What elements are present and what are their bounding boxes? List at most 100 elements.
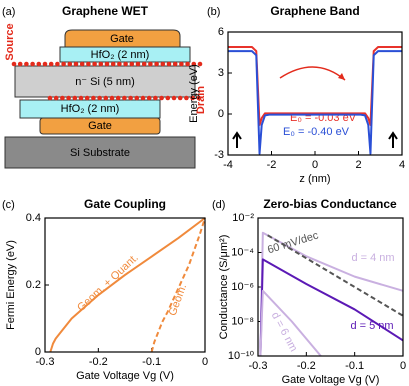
series-label: Geom. <box>167 282 190 317</box>
atom <box>117 61 122 67</box>
bottom-gate-label: Gate <box>88 120 112 132</box>
drain-label: Drain <box>195 86 207 114</box>
atom <box>135 61 141 67</box>
atom <box>42 61 48 67</box>
x-tick-label: 0 <box>312 159 318 171</box>
atom <box>179 61 184 67</box>
plot-frame <box>44 217 206 353</box>
series-label: d = 4 nm <box>351 252 394 264</box>
atom <box>24 61 29 67</box>
atom <box>129 61 135 67</box>
panel-label: (d) <box>212 199 225 211</box>
atom <box>60 95 65 101</box>
atom <box>104 61 110 67</box>
atom <box>110 61 116 67</box>
atom <box>196 95 202 101</box>
series-line <box>259 289 322 357</box>
y-tick-label: 0.4 <box>26 212 41 224</box>
x-tick-label: -0.3 <box>36 356 55 368</box>
diagram-title: Graphene WET <box>62 4 149 18</box>
atom <box>36 61 42 67</box>
y-tick-label: 10⁻¹⁰ <box>228 350 255 362</box>
top-gate-label: Gate <box>110 33 134 45</box>
atom <box>166 61 172 67</box>
x-axis-label: Gate Voltage Vg (V) <box>282 374 380 386</box>
x-tick-label: -0.1 <box>345 360 364 372</box>
atom <box>55 61 60 67</box>
atom <box>171 95 177 101</box>
bottom-oxide-label: HfO₂ (2 nm) <box>61 103 120 115</box>
atom <box>140 95 146 101</box>
plot-frame <box>257 217 404 357</box>
panel-label: (c) <box>2 199 15 211</box>
atom <box>78 95 84 101</box>
gate-arrow <box>232 131 242 148</box>
panel-label: (a) <box>2 6 15 18</box>
series-label: d = 6 nm <box>269 310 300 354</box>
atom <box>146 95 152 101</box>
atom <box>66 95 71 101</box>
atom <box>73 61 79 67</box>
y-tick-label: 6 <box>218 26 224 38</box>
top-gate <box>64 29 181 48</box>
y-tick-label: 10⁻⁶ <box>231 281 254 293</box>
panel-label: (b) <box>207 6 220 18</box>
atom <box>184 95 189 101</box>
graphene-sheets <box>11 61 203 101</box>
atom <box>123 61 128 67</box>
series-line <box>267 234 404 317</box>
atom <box>11 61 17 67</box>
y-axis-label: Fermi Energy (eV) <box>5 240 17 330</box>
x-tick-label: 0 <box>400 360 406 372</box>
atom <box>172 61 178 67</box>
atom <box>48 61 54 67</box>
x-tick-label: -0.2 <box>297 360 316 372</box>
series-label: d = 5 nm <box>350 320 393 332</box>
chart-title: Graphene Band <box>270 4 359 18</box>
x-tick-label: -0.2 <box>89 356 108 368</box>
substrate-label: Si Substrate <box>70 147 130 159</box>
atom <box>191 61 197 67</box>
atom <box>30 61 35 67</box>
substrate-layer <box>4 136 196 169</box>
atom <box>165 95 171 101</box>
source-label: Source <box>4 23 16 60</box>
channel-layer <box>14 65 196 98</box>
y-tick-label: -3 <box>214 149 224 161</box>
plot-frame <box>227 31 403 156</box>
x-tick-label: -0.3 <box>249 360 268 372</box>
y-tick-label: 10⁻⁴ <box>231 246 254 258</box>
atom <box>185 61 190 67</box>
y-tick-label: 0 <box>218 108 224 120</box>
y-tick-label: 10⁻² <box>232 212 254 224</box>
y-tick-label: 0.2 <box>26 279 41 291</box>
x-tick-label: -2 <box>267 159 277 171</box>
series-line <box>49 217 206 353</box>
atom <box>53 95 59 101</box>
atom <box>91 95 96 101</box>
bottom-oxide <box>19 99 161 119</box>
atom <box>67 61 73 67</box>
series-label: E₀ = -0.40 eV <box>283 126 350 138</box>
tunnel-arrowhead <box>338 73 345 80</box>
atom <box>72 95 78 101</box>
atom <box>177 95 183 101</box>
series-label: Geom. + Quant. <box>75 252 141 314</box>
atom <box>109 95 115 101</box>
y-tick-label: 10⁻⁸ <box>231 315 254 327</box>
tunnel-arrow <box>279 66 346 81</box>
series-label: 60 mV/dec <box>266 229 320 256</box>
atom <box>128 95 133 101</box>
atom <box>61 61 66 67</box>
atom <box>197 61 203 67</box>
atom <box>134 95 140 101</box>
y-axis-label: Conductance (S/μm²) <box>218 235 230 340</box>
atom <box>159 95 164 101</box>
atom <box>154 61 159 67</box>
atom <box>84 95 90 101</box>
x-axis-label: Gate Voltage Vg (V) <box>76 370 174 382</box>
y-tick-label: 3 <box>218 67 224 79</box>
x-tick-label: -4 <box>223 159 233 171</box>
